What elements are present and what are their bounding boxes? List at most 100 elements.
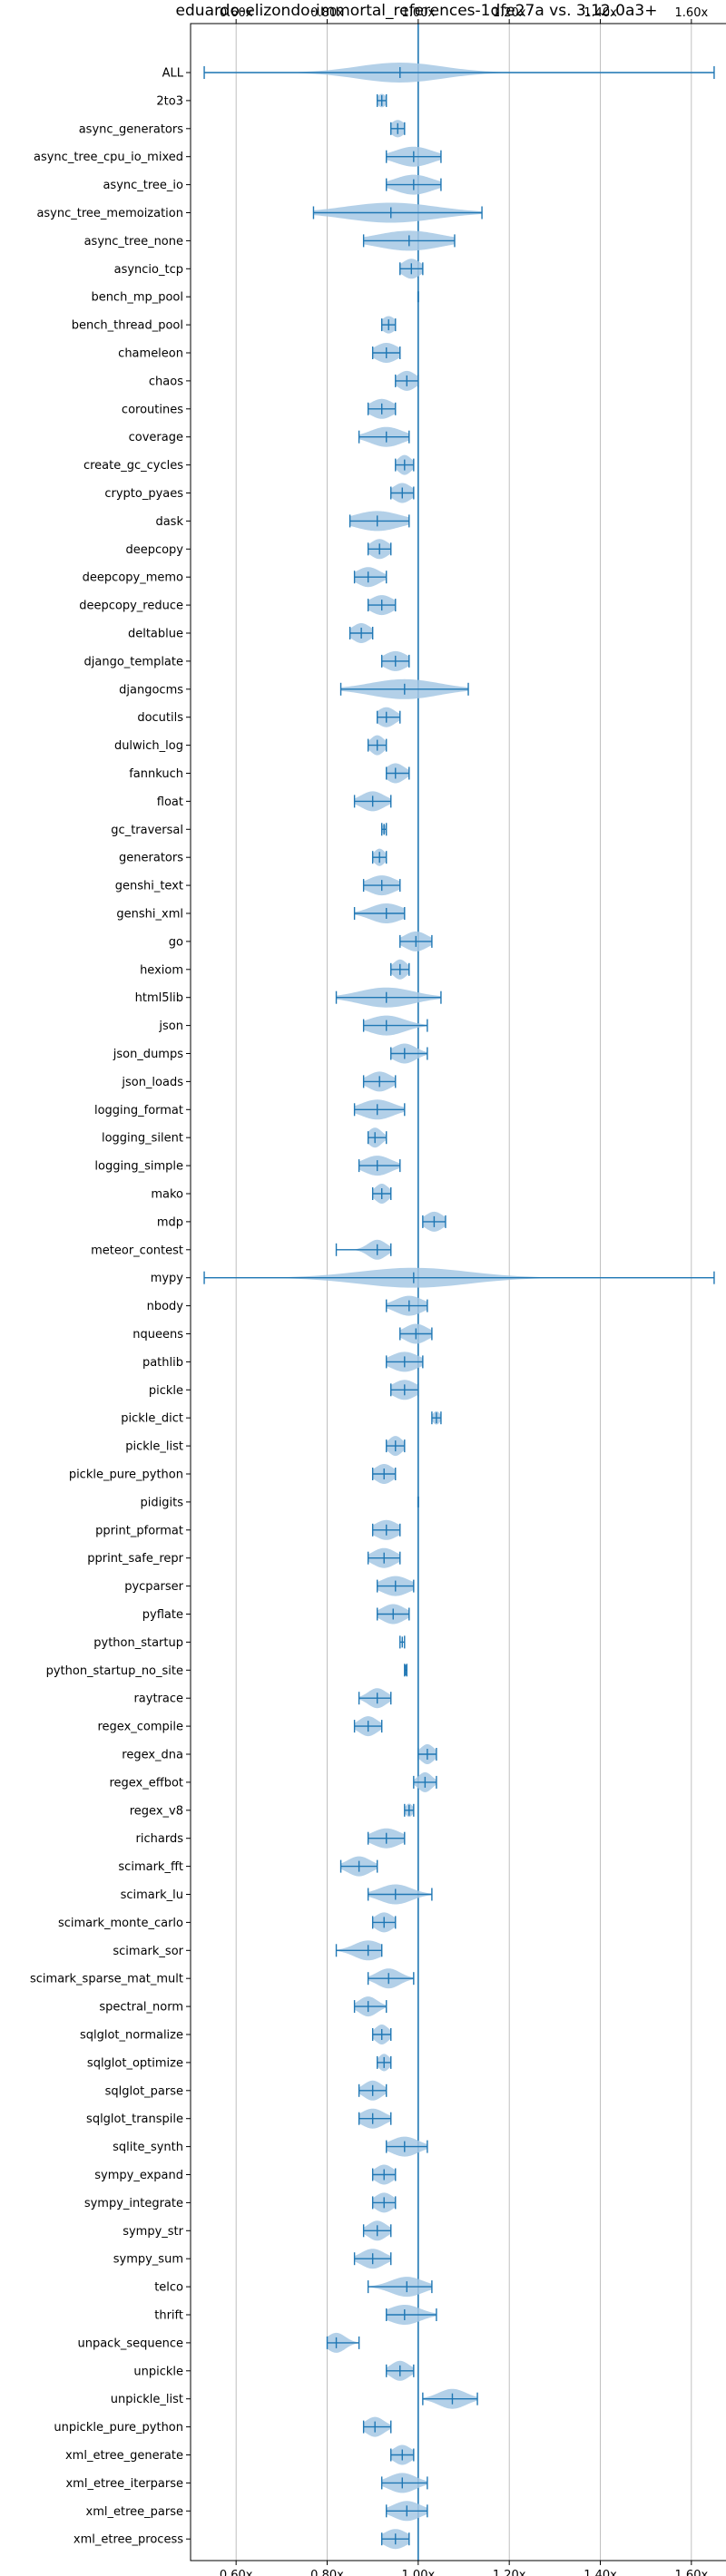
y-tick-label: sympy_expand xyxy=(94,2169,183,2182)
violin xyxy=(371,1519,401,1540)
violin xyxy=(367,2277,433,2298)
violin xyxy=(367,539,392,560)
y-tick-label: deepcopy_memo xyxy=(83,571,183,585)
violin xyxy=(362,1071,397,1092)
y-tick-label: pickle xyxy=(149,1384,183,1398)
violin xyxy=(395,454,415,475)
violin xyxy=(376,1604,410,1625)
y-tick-label: regex_effbot xyxy=(109,1776,183,1790)
y-tick-label: async_tree_cpu_io_mixed xyxy=(34,151,183,164)
y-tick-label: asyncio_tcp xyxy=(114,263,183,277)
y-tick-label: unpack_sequence xyxy=(77,2337,183,2350)
violin xyxy=(362,1015,428,1036)
violin xyxy=(335,1239,392,1260)
y-tick-label: nqueens xyxy=(132,1328,183,1342)
x-tick-label: 0.80x xyxy=(310,6,344,20)
violin xyxy=(371,343,401,363)
violin xyxy=(381,2473,428,2493)
violin xyxy=(371,2025,392,2044)
chart-title: eduardo-elizondo-immortal_references-1df… xyxy=(176,2,658,20)
y-tick-label: coverage xyxy=(129,431,183,444)
violin xyxy=(339,1856,378,1877)
x-tick-label: 1.00x xyxy=(402,2569,436,2576)
y-tick-label: xml_etree_generate xyxy=(65,2449,183,2463)
violin xyxy=(339,678,469,699)
y-tick-label: sqlite_synth xyxy=(113,2141,183,2154)
y-tick-label: python_startup xyxy=(93,1636,183,1650)
violin xyxy=(367,1127,388,1148)
violin xyxy=(358,2080,388,2101)
violin xyxy=(348,511,410,532)
violin xyxy=(367,1547,401,1568)
violin xyxy=(422,1211,446,1232)
y-tick-label: async_tree_memoization xyxy=(36,207,183,220)
violin xyxy=(404,1803,415,1818)
violin xyxy=(381,823,388,836)
violin xyxy=(386,2360,415,2381)
violin xyxy=(353,2249,392,2269)
x-axis-top: 0.60x 0.80x 1.00x 1.20x 1.40x 1.60x xyxy=(220,6,708,24)
y-tick-label: djangocms xyxy=(119,683,183,697)
violin xyxy=(371,1184,392,1204)
violin xyxy=(335,1940,383,1961)
violin xyxy=(390,1380,419,1400)
x-tick-label: 1.40x xyxy=(584,2569,617,2576)
y-tick-label: scimark_sparse_mat_mult xyxy=(30,1973,183,1986)
x-axis-bottom: 0.60x 0.80x 1.00x 1.20x 1.40x 1.60x xyxy=(220,2561,708,2576)
y-tick-label: json_dumps xyxy=(113,1048,183,1061)
y-axis: ALL 2to3 async_generators async_tree_cpu_io… xyxy=(30,67,191,2547)
y-tick-label: sqlglot_normalize xyxy=(80,2029,183,2043)
y-tick-label: unpickle xyxy=(133,2365,183,2378)
violin xyxy=(371,1912,397,1933)
violin xyxy=(371,2164,397,2185)
violin xyxy=(353,1996,388,2017)
y-tick-label: meteor_contest xyxy=(91,1244,183,1257)
violin xyxy=(386,2305,437,2325)
y-tick-label: logging_silent xyxy=(102,1132,183,1146)
x-tick-label: 0.60x xyxy=(220,2569,253,2576)
y-tick-label: sympy_sum xyxy=(113,2253,183,2267)
y-tick-label: 2to3 xyxy=(156,94,183,108)
y-tick-label: json xyxy=(158,1020,183,1033)
y-tick-label: crypto_pyaes xyxy=(104,487,183,501)
violin xyxy=(386,174,442,195)
y-tick-label: async_tree_none xyxy=(84,235,183,249)
violin xyxy=(390,2444,415,2465)
y-tick-label: float xyxy=(157,795,183,809)
y-tick-label: pickle_list xyxy=(125,1440,183,1454)
y-tick-label: pathlib xyxy=(142,1356,183,1370)
violin xyxy=(358,1156,401,1176)
y-tick-label: scimark_monte_carlo xyxy=(58,1917,183,1930)
y-tick-label: create_gc_cycles xyxy=(83,459,183,473)
y-tick-label: async_tree_io xyxy=(103,179,183,192)
y-tick-label: unpickle_pure_python xyxy=(54,2421,183,2435)
violin xyxy=(390,1043,428,1064)
y-tick-label: sympy_str xyxy=(123,2225,183,2239)
violin xyxy=(371,1464,397,1484)
y-tick-label: json_loads xyxy=(121,1076,183,1089)
violin xyxy=(358,1688,392,1709)
x-tick-label: 1.00x xyxy=(402,6,436,20)
violin xyxy=(399,931,433,951)
y-tick-label: bench_mp_pool xyxy=(91,291,183,305)
y-tick-label: sqlglot_optimize xyxy=(87,2056,183,2070)
violin xyxy=(417,1744,437,1764)
y-tick-label: python_startup_no_site xyxy=(46,1664,183,1678)
violin xyxy=(358,426,410,447)
violin xyxy=(390,959,410,980)
y-tick-label: pickle_pure_python xyxy=(69,1469,183,1482)
y-tick-label: pyflate xyxy=(142,1608,183,1622)
violin xyxy=(203,1267,715,1288)
violin xyxy=(371,2192,397,2213)
violin xyxy=(371,848,388,866)
y-tick-label: deepcopy_reduce xyxy=(79,600,183,613)
y-tick-label: sqlglot_parse xyxy=(105,2084,183,2098)
violin xyxy=(367,1828,406,1849)
violin xyxy=(367,595,397,616)
violin xyxy=(367,1884,433,1905)
violin xyxy=(376,707,401,727)
y-tick-label: regex_v8 xyxy=(130,1804,183,1818)
violin xyxy=(326,2332,360,2353)
violin xyxy=(431,1410,442,1425)
